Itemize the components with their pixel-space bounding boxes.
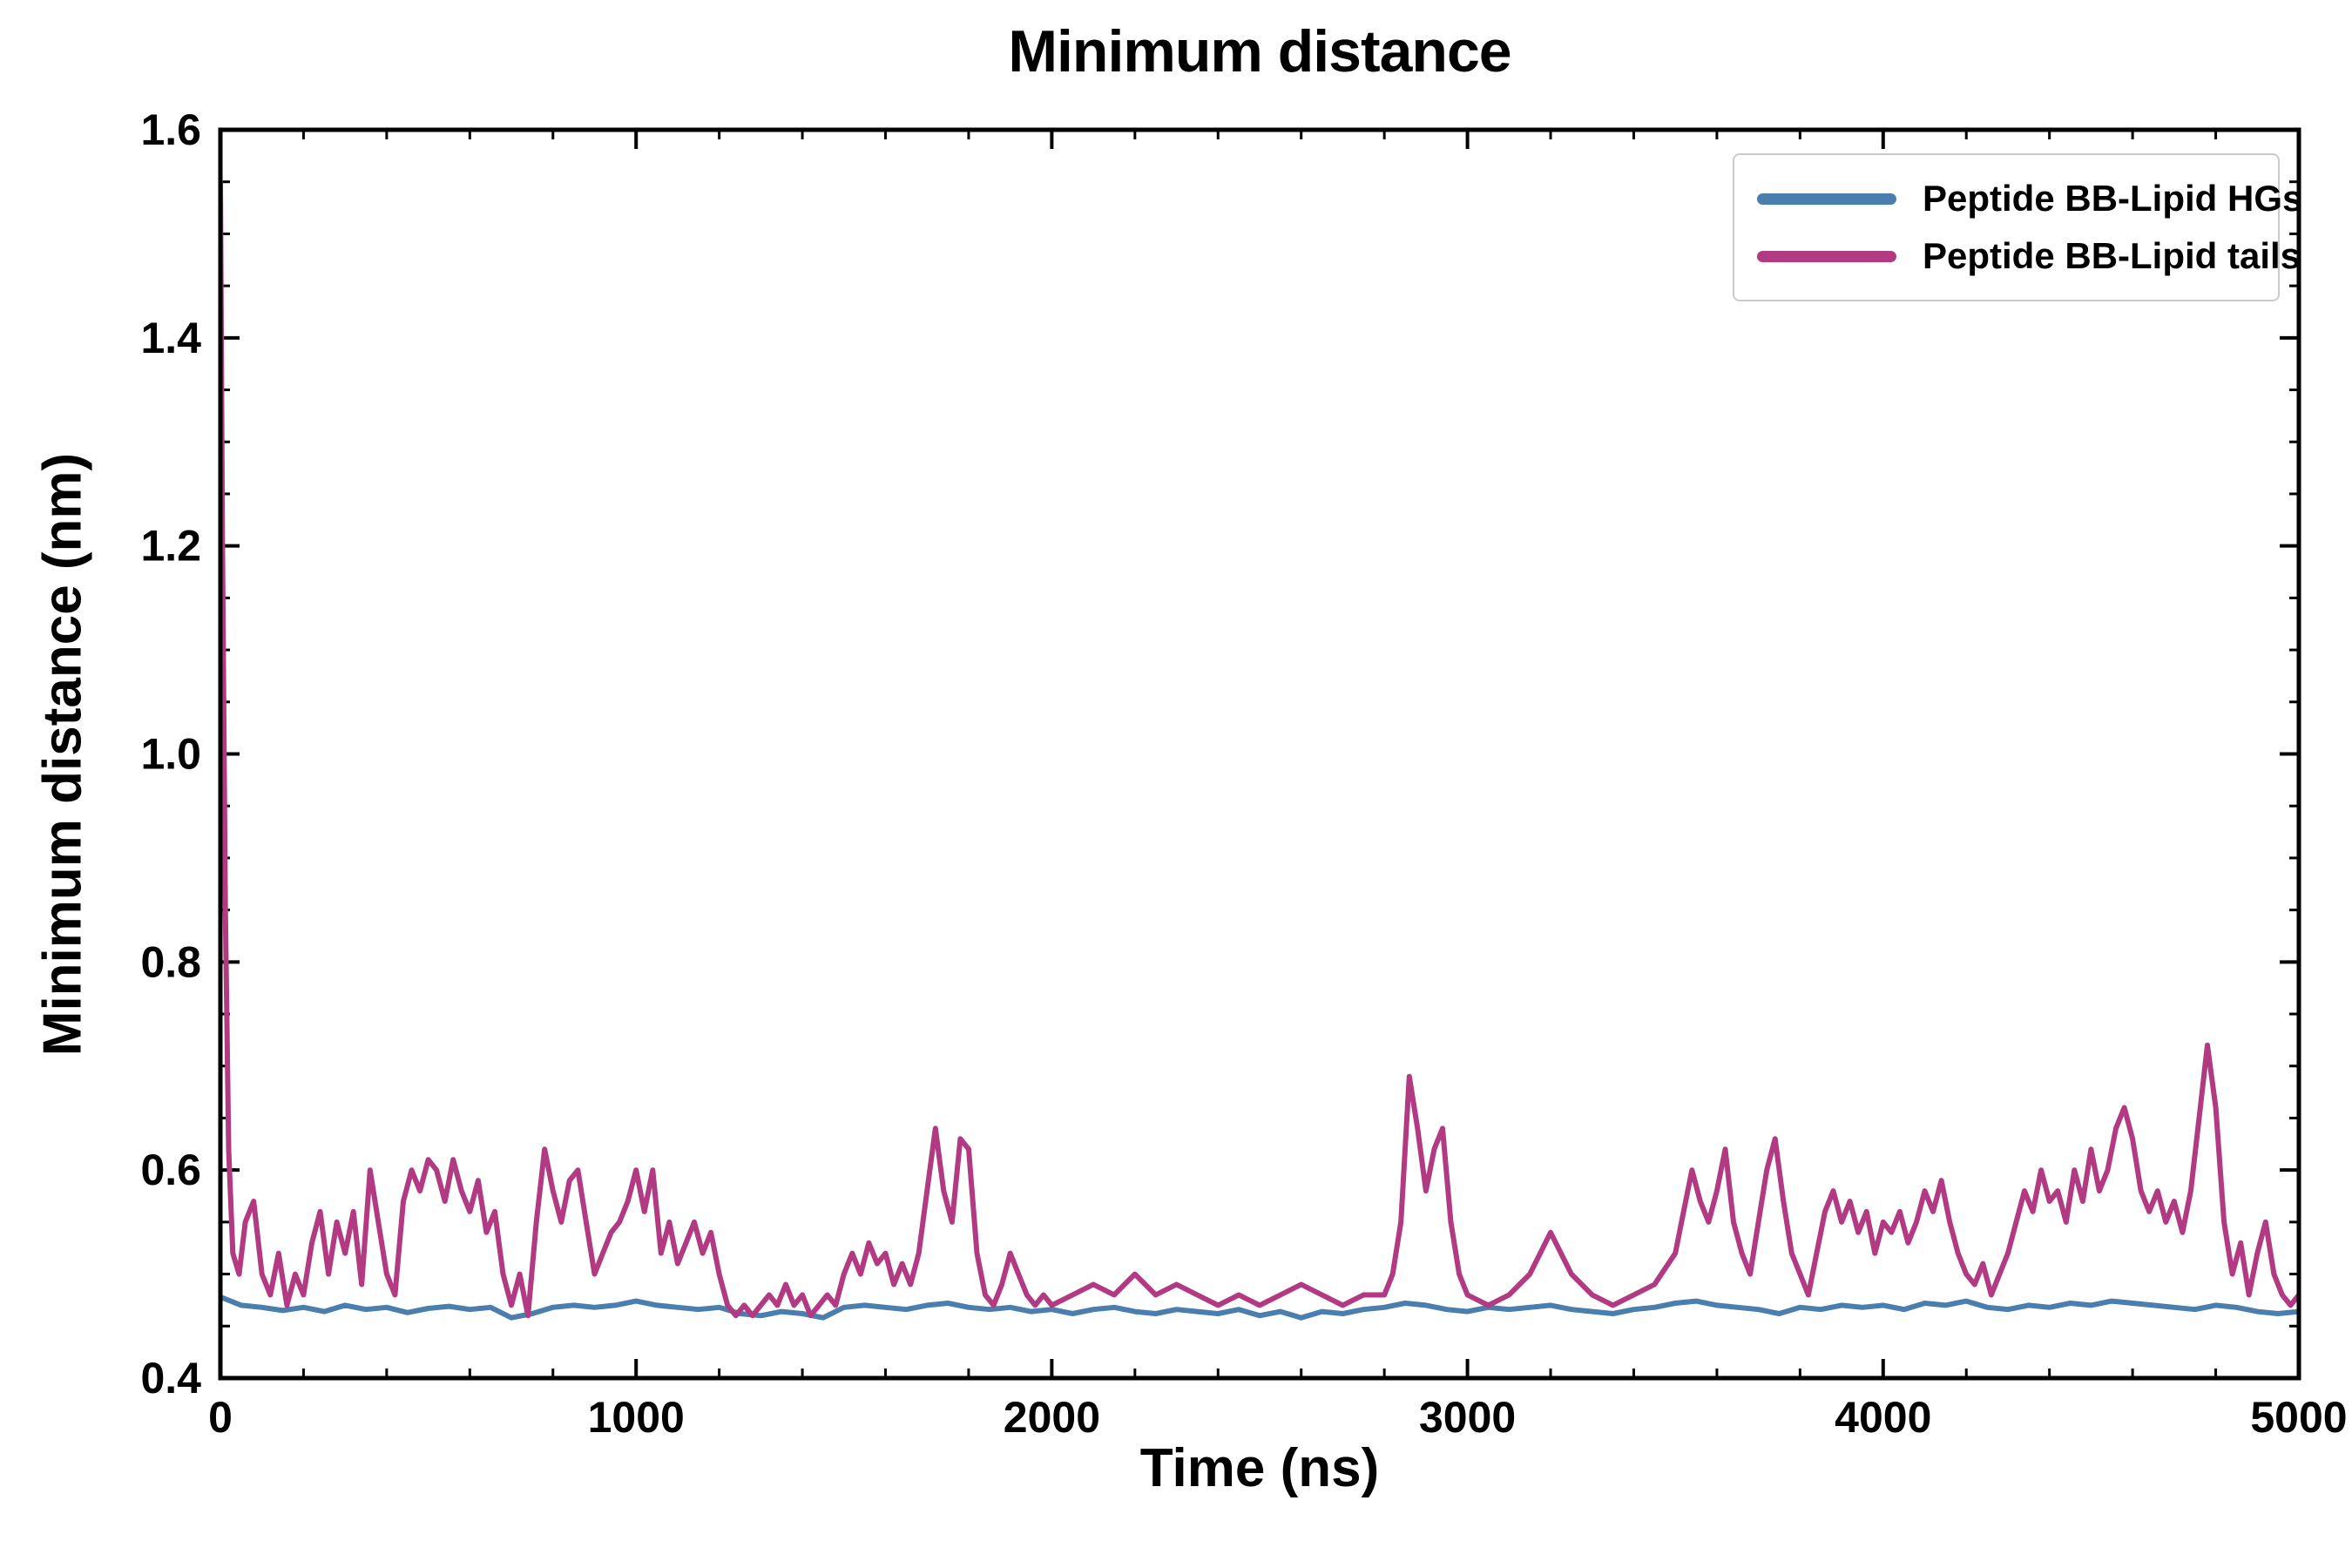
x-tick-label: 1000	[588, 1393, 685, 1442]
legend-line-sample-hgs	[1757, 193, 1896, 205]
y-tick-label: 1.2	[140, 522, 201, 571]
legend-label-tails: Peptide BB-Lipid tails	[1923, 235, 2301, 276]
x-tick-label: 3000	[1419, 1393, 1516, 1442]
series-line-peptide-bb-lipid-hgs	[220, 1294, 2299, 1321]
chart-title: Minimum distance	[1008, 18, 1511, 84]
x-tick-label: 5000	[2250, 1393, 2347, 1442]
y-tick-label: 1.4	[140, 314, 201, 362]
legend: Peptide BB-Lipid HGs Peptide BB-Lipid ta…	[1733, 153, 2302, 301]
y-tick-label: 0.6	[140, 1146, 201, 1194]
series-line-peptide-bb-lipid-tails	[220, 179, 2299, 1319]
plot-frame	[218, 127, 2301, 1381]
legend-item-peptide-bb-lipid-hgs: Peptide BB-Lipid HGs	[1734, 178, 2302, 220]
x-tick-label: 2000	[1004, 1393, 1100, 1442]
y-tick-label: 1.6	[140, 105, 201, 154]
legend-label-hgs: Peptide BB-Lipid HGs	[1923, 178, 2303, 219]
y-tick-label: 1.0	[140, 730, 201, 779]
y-tick-labels: 0.4 0.6 0.8 1.0 1.2 1.4 1.6	[140, 105, 201, 1402]
x-tick-label: 0	[208, 1393, 233, 1442]
legend-line-sample-tails	[1757, 250, 1896, 262]
y-tick-label: 0.4	[140, 1354, 201, 1402]
x-tick-labels: 0 1000 2000 3000 4000 5000	[208, 1393, 2348, 1442]
y-tick-label: 0.8	[140, 937, 201, 986]
axis-ticks	[219, 128, 2301, 1380]
legend-item-peptide-bb-lipid-tails: Peptide BB-Lipid tails	[1734, 235, 2301, 277]
x-axis-label: Time (ns)	[1139, 1438, 1380, 1498]
x-tick-label: 4000	[1835, 1393, 1931, 1442]
